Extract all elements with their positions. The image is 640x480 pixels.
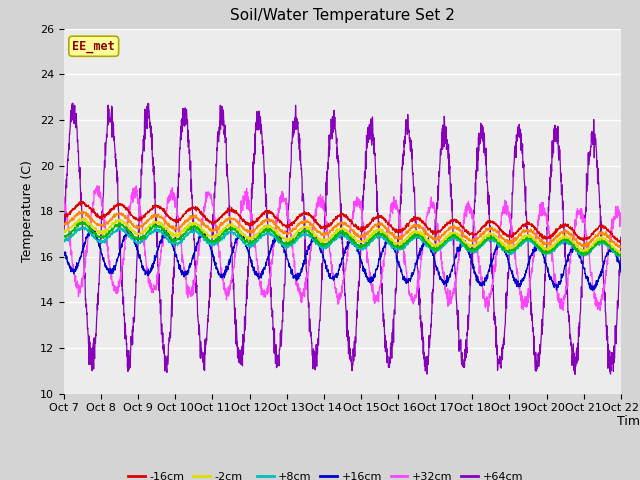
+64cm <box>617 234 625 240</box>
+32cm <box>568 243 576 249</box>
X-axis label: Time: Time <box>616 416 640 429</box>
-8cm <box>568 232 575 238</box>
+16cm <box>60 249 68 255</box>
+2cm <box>568 241 575 247</box>
+64cm <box>568 348 575 354</box>
+8cm <box>60 237 68 242</box>
+16cm <box>216 272 223 277</box>
-8cm <box>584 242 591 248</box>
-8cm <box>216 223 223 229</box>
+64cm <box>572 372 579 377</box>
+32cm <box>93 183 101 189</box>
-16cm <box>568 226 575 232</box>
+2cm <box>584 251 591 256</box>
+16cm <box>617 269 625 275</box>
-16cm <box>616 239 623 245</box>
-16cm <box>359 225 367 231</box>
-16cm <box>617 239 625 245</box>
+8cm <box>568 241 575 247</box>
-8cm <box>371 222 379 228</box>
-16cm <box>584 236 591 242</box>
+64cm <box>69 100 77 106</box>
-2cm <box>568 238 575 244</box>
+8cm <box>617 254 625 260</box>
+2cm <box>504 249 512 254</box>
-2cm <box>617 250 625 256</box>
+64cm <box>504 276 512 282</box>
+32cm <box>505 214 513 220</box>
Line: +16cm: +16cm <box>64 228 621 291</box>
+32cm <box>216 253 223 259</box>
+16cm <box>371 272 379 277</box>
-8cm <box>617 244 625 250</box>
+16cm <box>359 263 367 269</box>
Line: +2cm: +2cm <box>64 222 621 256</box>
-2cm <box>60 229 68 235</box>
+8cm <box>216 237 223 243</box>
-2cm <box>80 215 88 220</box>
-2cm <box>216 230 223 236</box>
+2cm <box>216 236 223 241</box>
+8cm <box>359 246 367 252</box>
Line: -16cm: -16cm <box>64 201 621 242</box>
Y-axis label: Temperature (C): Temperature (C) <box>22 160 35 262</box>
Title: Soil/Water Temperature Set 2: Soil/Water Temperature Set 2 <box>230 9 455 24</box>
+16cm <box>124 225 131 231</box>
+2cm <box>616 253 624 259</box>
+64cm <box>216 131 223 137</box>
-16cm <box>371 216 379 222</box>
-16cm <box>504 233 512 239</box>
-8cm <box>76 208 83 214</box>
+16cm <box>568 247 575 252</box>
+32cm <box>371 294 379 300</box>
Line: -2cm: -2cm <box>64 217 621 253</box>
-16cm <box>216 215 223 221</box>
Line: +32cm: +32cm <box>64 186 621 312</box>
-8cm <box>504 238 512 243</box>
+32cm <box>617 210 625 216</box>
-8cm <box>615 245 623 251</box>
Line: +8cm: +8cm <box>64 227 621 257</box>
+2cm <box>359 244 367 250</box>
+8cm <box>584 251 591 256</box>
+64cm <box>60 229 68 235</box>
+2cm <box>617 253 625 259</box>
+32cm <box>359 223 367 228</box>
+32cm <box>60 199 68 205</box>
+16cm <box>504 260 512 266</box>
-2cm <box>584 249 591 254</box>
+32cm <box>584 242 591 248</box>
Line: -8cm: -8cm <box>64 211 621 248</box>
-8cm <box>359 234 367 240</box>
Legend: -16cm, -8cm, -2cm, +2cm, +8cm, +16cm, +32cm, +64cm: -16cm, -8cm, -2cm, +2cm, +8cm, +16cm, +3… <box>129 472 523 480</box>
-2cm <box>504 242 512 248</box>
+32cm <box>484 309 492 314</box>
+16cm <box>584 274 591 280</box>
-2cm <box>371 228 379 234</box>
+64cm <box>371 153 379 158</box>
Line: +64cm: +64cm <box>64 103 621 374</box>
+2cm <box>80 219 88 225</box>
-8cm <box>60 222 68 228</box>
+64cm <box>584 182 591 188</box>
+2cm <box>60 233 68 239</box>
+8cm <box>371 235 379 241</box>
+8cm <box>504 250 512 255</box>
-2cm <box>359 239 367 245</box>
-2cm <box>617 250 625 256</box>
+64cm <box>359 207 367 213</box>
-16cm <box>79 198 86 204</box>
-16cm <box>60 212 68 218</box>
Text: EE_met: EE_met <box>72 40 115 53</box>
+8cm <box>81 224 89 229</box>
+2cm <box>371 230 379 236</box>
+16cm <box>589 288 596 294</box>
